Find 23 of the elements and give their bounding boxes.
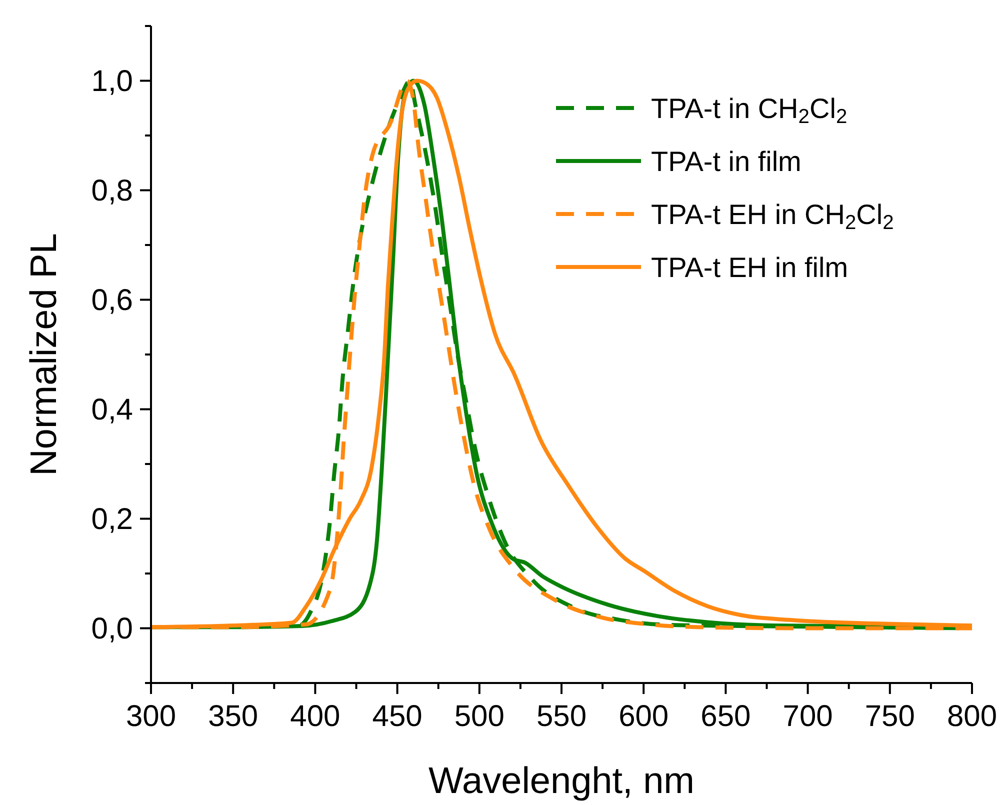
x-tick-label: 800 bbox=[946, 700, 998, 733]
y-axis-title: Normalized PL bbox=[23, 233, 64, 476]
legend-label: TPA-t in film bbox=[651, 146, 802, 177]
x-tick-label: 350 bbox=[208, 700, 258, 733]
x-tick-label: 400 bbox=[290, 700, 340, 733]
y-tick-label: 0,0 bbox=[91, 612, 133, 646]
x-tick-label: 550 bbox=[536, 700, 587, 733]
x-axis-title: Wavelenght, nm bbox=[428, 760, 694, 801]
y-tick-label: 0,2 bbox=[91, 502, 133, 536]
x-tick-label: 450 bbox=[372, 700, 422, 733]
y-tick-label: 0,8 bbox=[91, 174, 133, 208]
x-tick-label: 700 bbox=[782, 700, 833, 733]
y-tick-label: 0,6 bbox=[91, 284, 133, 317]
y-tick-label: 0,4 bbox=[91, 393, 133, 426]
legend-label: TPA-t EH in CH$_{2}$Cl$_{2}$ bbox=[651, 199, 894, 234]
x-tick-label: 600 bbox=[618, 700, 669, 733]
legend-label: TPA-t EH in film bbox=[651, 252, 848, 283]
y-tick-label: 1,0 bbox=[91, 64, 133, 98]
x-tick-label: 300 bbox=[126, 700, 176, 733]
x-tick-label: 500 bbox=[454, 700, 504, 733]
x-tick-label: 750 bbox=[864, 700, 915, 733]
legend-label: TPA-t in CH$_{2}$Cl$_{2}$ bbox=[651, 93, 848, 128]
x-tick-label: 650 bbox=[700, 700, 751, 733]
